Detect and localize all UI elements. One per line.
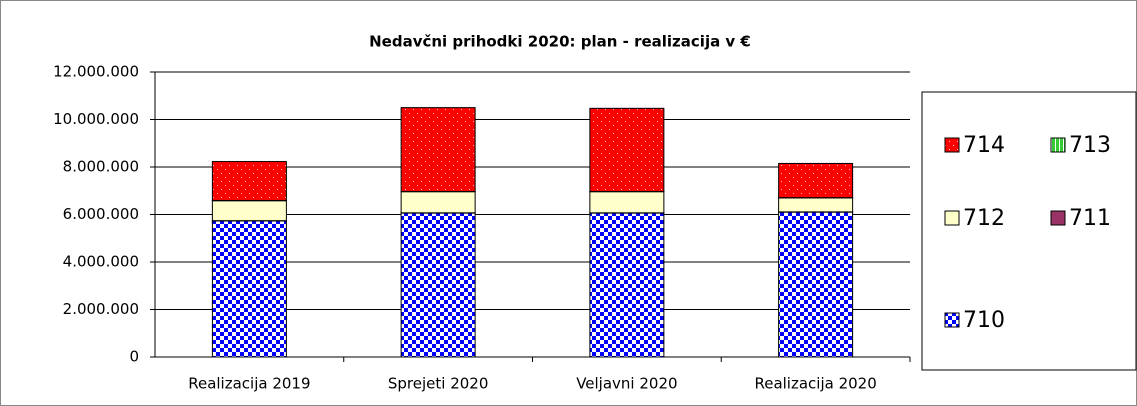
y-tick-label: 12.000.000 xyxy=(53,63,139,81)
bar-segment xyxy=(778,211,854,358)
legend-label: 710 xyxy=(963,308,1005,333)
x-tick-label: Realizacija 2019 xyxy=(188,375,310,393)
bar-segment xyxy=(778,162,854,199)
y-tick-label: 8.000.000 xyxy=(63,158,139,176)
legend-swatch xyxy=(944,137,960,153)
legend-label: 713 xyxy=(1069,133,1111,158)
y-tick-label: 0 xyxy=(129,348,139,366)
bar-segment xyxy=(589,191,665,214)
y-tick-label: 10.000.000 xyxy=(53,110,139,128)
bar-segment xyxy=(400,191,476,214)
legend-label: 714 xyxy=(963,133,1005,158)
bar-segment xyxy=(211,161,287,201)
bar-segment xyxy=(589,107,665,192)
x-tick-label: Realizacija 2020 xyxy=(754,375,876,393)
y-tick-label: 4.000.000 xyxy=(63,253,139,271)
legend-label: 711 xyxy=(1069,206,1111,231)
y-tick-label: 2.000.000 xyxy=(63,300,139,318)
legend-label: 712 xyxy=(963,206,1005,231)
bar-segment xyxy=(400,107,476,192)
legend-swatch xyxy=(944,210,960,226)
legend-swatch xyxy=(1050,210,1066,226)
bar-segment xyxy=(400,212,476,358)
y-tick-label: 6.000.000 xyxy=(63,205,139,223)
x-tick-label: Sprejeti 2020 xyxy=(388,375,489,393)
bar-segment xyxy=(778,197,854,213)
legend-swatch xyxy=(1050,137,1066,153)
bar-segment xyxy=(211,220,287,358)
legend-swatch xyxy=(944,312,960,328)
chart-title: Nedavčni prihodki 2020: plan - realizaci… xyxy=(369,33,751,51)
bar-segment xyxy=(211,200,287,222)
bar-segment xyxy=(589,212,665,358)
x-tick-label: Veljavni 2020 xyxy=(576,375,677,393)
